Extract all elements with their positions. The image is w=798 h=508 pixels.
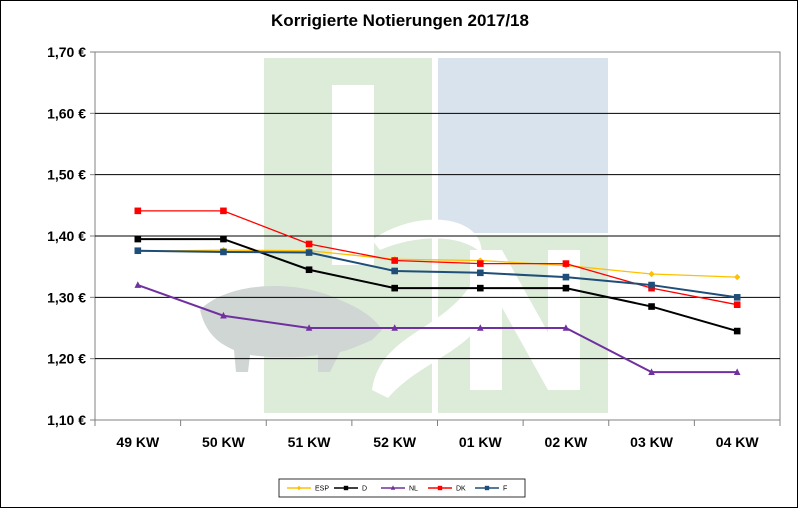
data-point-f bbox=[733, 294, 741, 301]
y-tick-label: 1,60 € bbox=[47, 105, 86, 121]
x-tick-label: 51 KW bbox=[288, 434, 332, 450]
data-point-f bbox=[305, 249, 313, 256]
data-point-f bbox=[562, 273, 570, 281]
legend-label-f: F bbox=[503, 486, 507, 493]
legend: ESP D NL DK F bbox=[278, 478, 526, 498]
data-point-f bbox=[477, 269, 484, 277]
data-point-d bbox=[562, 284, 570, 292]
legend-label-d: D bbox=[362, 486, 367, 493]
data-point-dk bbox=[477, 260, 484, 267]
series-line-esp bbox=[137, 249, 738, 278]
data-point-nl bbox=[562, 324, 570, 331]
series-line-d bbox=[137, 238, 738, 333]
legend-marker-esp bbox=[296, 485, 302, 491]
data-point-dk bbox=[220, 207, 227, 215]
data-point-f bbox=[134, 247, 142, 255]
x-axis-tick-labels: 49 KW 50 KW 51 KW 52 KW 01 KW 02 KW 03 KW 04 KW bbox=[116, 434, 759, 450]
data-point-dk bbox=[391, 257, 398, 264]
y-tick-label: 1,20 € bbox=[47, 351, 86, 367]
legend-marker-dk bbox=[437, 485, 443, 491]
legend-item-d: D bbox=[334, 486, 367, 493]
x-tick-label: 49 KW bbox=[116, 434, 160, 450]
data-point-d bbox=[648, 303, 655, 310]
legend-marker-d bbox=[343, 485, 349, 491]
y-tick-label: 1,50 € bbox=[47, 167, 86, 183]
data-point-d bbox=[134, 235, 142, 243]
legend-item-esp: ESP bbox=[287, 486, 329, 493]
x-tick-label: 50 KW bbox=[202, 434, 246, 450]
legend-label-dk: DK bbox=[456, 486, 466, 493]
x-axis-ticks bbox=[94, 420, 781, 426]
x-tick-label: 03 KW bbox=[630, 434, 674, 450]
y-tick-label: 1,70 € bbox=[47, 44, 86, 60]
series-line-nl bbox=[137, 284, 738, 374]
data-point-d bbox=[733, 327, 741, 335]
y-tick-label: 1,40 € bbox=[47, 228, 86, 244]
data-point-dk bbox=[134, 207, 142, 215]
data-point-d bbox=[305, 266, 313, 274]
data-point-nl bbox=[220, 311, 227, 319]
data-point-nl bbox=[477, 324, 484, 331]
data-point-d bbox=[391, 284, 398, 292]
data-point-nl bbox=[733, 368, 741, 375]
x-tick-label: 01 KW bbox=[459, 434, 503, 450]
legend-item-dk: DK bbox=[428, 486, 466, 493]
legend-marker-f bbox=[484, 485, 490, 491]
data-point-dk bbox=[733, 301, 741, 308]
data-point-esp bbox=[733, 273, 741, 281]
data-point-f bbox=[220, 248, 227, 256]
data-point-dk bbox=[562, 260, 570, 267]
legend-label-nl: NL bbox=[409, 486, 418, 493]
y-tick-label: 1,30 € bbox=[47, 289, 86, 305]
legend-item-f: F bbox=[475, 486, 507, 493]
data-point-nl bbox=[305, 324, 313, 331]
legend-label-esp: ESP bbox=[315, 486, 329, 493]
legend-marker-nl bbox=[390, 485, 396, 490]
data-point-d bbox=[220, 235, 227, 243]
data-point-f bbox=[391, 267, 398, 275]
data-point-f bbox=[648, 281, 655, 289]
legend-item-nl: NL bbox=[381, 485, 418, 493]
data-point-nl bbox=[648, 368, 655, 375]
data-point-dk bbox=[305, 240, 313, 248]
gridlines bbox=[90, 51, 780, 421]
series-lines bbox=[137, 210, 738, 374]
y-tick-label: 1,10 € bbox=[47, 412, 86, 428]
data-point-esp bbox=[648, 270, 655, 278]
series-line-f bbox=[137, 249, 738, 299]
y-axis-tick-labels: 1,10 € 1,20 € 1,30 € 1,40 € 1,50 € 1,60 € 1,70… bbox=[47, 44, 86, 428]
chart-title: Korrigierte Notierungen 2017/18 bbox=[271, 11, 529, 30]
series-markers bbox=[134, 207, 741, 375]
x-tick-label: 52 KW bbox=[373, 434, 417, 450]
data-point-d bbox=[477, 284, 484, 292]
x-tick-label: 04 KW bbox=[716, 434, 760, 450]
x-tick-label: 02 KW bbox=[545, 434, 589, 450]
data-point-nl bbox=[134, 281, 142, 288]
data-point-nl bbox=[391, 324, 398, 331]
